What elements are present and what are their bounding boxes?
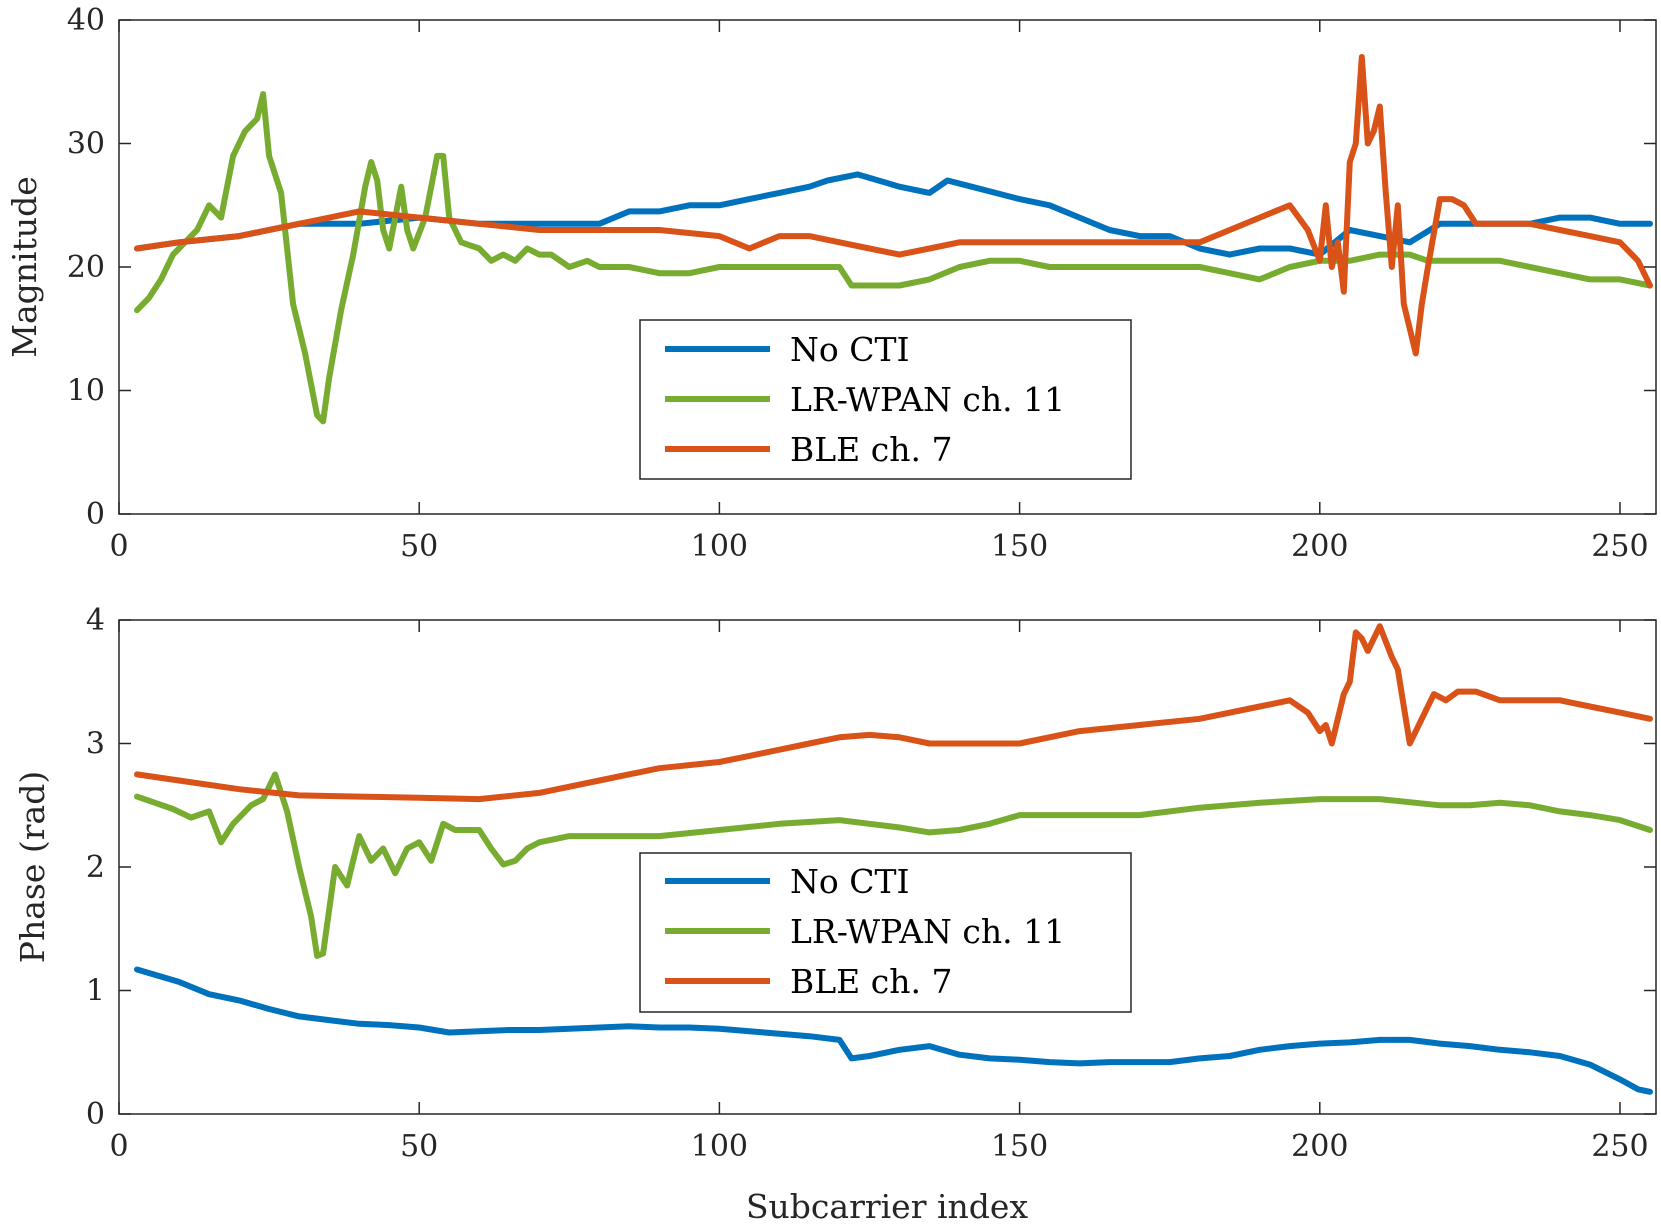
magnitude-legend-label-no-cti: No CTI (790, 330, 910, 369)
magnitude-xtick-label: 250 (1591, 529, 1648, 564)
magnitude-legend-label-lr-wpan: LR-WPAN ch. 11 (790, 380, 1065, 419)
phase-xtick-label: 100 (691, 1129, 748, 1164)
phase-ytick-label: 0 (86, 1097, 105, 1132)
magnitude-xtick-label: 150 (991, 529, 1048, 564)
magnitude-panel: 0 50 100 150 200 250 0 10 20 30 40 Magnitude No CT… (5, 3, 1657, 564)
phase-xtick-label: 0 (109, 1129, 128, 1164)
phase-xlabel: Subcarrier index (746, 1187, 1029, 1226)
phase-ytick-label: 4 (86, 603, 105, 638)
phase-xtick-label: 50 (400, 1129, 438, 1164)
magnitude-ticks: 0 50 100 150 200 250 0 10 20 30 40 (67, 3, 1656, 564)
magnitude-ytick-label: 40 (67, 3, 105, 38)
phase-series-ble (134, 623, 1653, 803)
magnitude-ytick-label: 0 (86, 497, 105, 532)
magnitude-series-no-cti (134, 171, 1653, 258)
phase-xtick-label: 200 (1291, 1129, 1348, 1164)
magnitude-ytick-label: 30 (67, 127, 105, 162)
magnitude-series-layer (134, 54, 1653, 425)
phase-series-no-cti (134, 966, 1653, 1095)
magnitude-xtick-label: 50 (400, 529, 438, 564)
magnitude-xtick-label: 200 (1291, 529, 1348, 564)
phase-xtick-label: 150 (991, 1129, 1048, 1164)
magnitude-ytick-label: 20 (67, 250, 105, 285)
magnitude-legend: No CTI LR-WPAN ch. 11 BLE ch. 7 (639, 319, 1132, 480)
magnitude-legend-label-ble: BLE ch. 7 (790, 430, 952, 469)
phase-series-layer (134, 623, 1653, 1095)
phase-panel: 0 50 100 150 200 250 0 1 2 3 4 Phase (rad) Subcarr… (13, 603, 1657, 1226)
phase-legend-label-lr-wpan: LR-WPAN ch. 11 (790, 912, 1065, 951)
magnitude-xtick-label: 100 (691, 529, 748, 564)
phase-legend-label-ble: BLE ch. 7 (790, 962, 952, 1001)
phase-legend-label-no-cti: No CTI (790, 862, 910, 901)
phase-ylabel: Phase (rad) (13, 771, 52, 963)
phase-legend: No CTI LR-WPAN ch. 11 BLE ch. 7 (639, 852, 1132, 1013)
magnitude-ylabel: Magnitude (5, 176, 44, 358)
magnitude-xtick-label: 0 (109, 529, 128, 564)
magnitude-series-ble (134, 54, 1653, 357)
magnitude-ytick-label: 10 (67, 374, 105, 409)
phase-xtick-label: 250 (1591, 1129, 1648, 1164)
phase-ytick-label: 2 (86, 850, 105, 885)
phase-series-lr-wpan (134, 771, 1653, 959)
phase-ytick-label: 3 (86, 727, 105, 762)
magnitude-series-lr-wpan (134, 91, 1653, 425)
phase-ticks: 0 50 100 150 200 250 0 1 2 3 4 (86, 603, 1656, 1164)
phase-ytick-label: 1 (86, 974, 105, 1009)
